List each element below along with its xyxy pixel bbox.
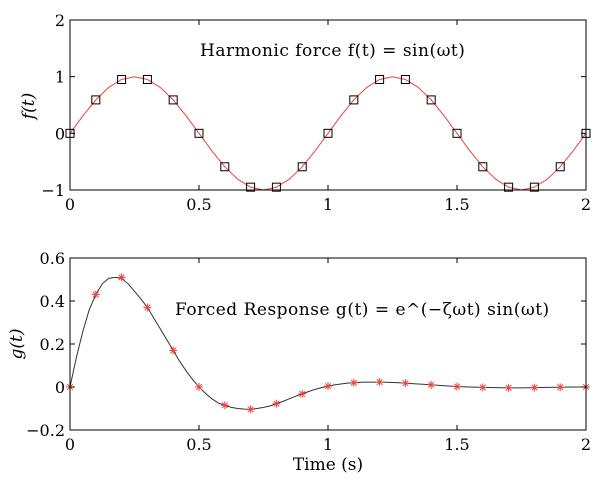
asterisk-marker: [246, 405, 255, 414]
y-tick-label: −1: [41, 181, 65, 200]
y-tick-label: 0: [55, 378, 65, 397]
square-marker: [117, 75, 127, 84]
annotation-text: Harmonic force f(t) = sin(ωt): [200, 41, 465, 61]
asterisk-marker: [556, 383, 565, 392]
asterisk-marker: [427, 380, 436, 389]
square-marker: [555, 162, 565, 172]
asterisk-marker: [324, 382, 332, 391]
x-tick-label: 0: [65, 435, 75, 454]
asterisk-marker: [349, 378, 358, 387]
square-marker: [271, 182, 281, 192]
asterisk-marker: [91, 290, 100, 299]
chart-annotation: Harmonic force f(t) = sin(ωt): [200, 41, 465, 61]
square-marker: [297, 162, 307, 172]
x-tick-label: 1: [323, 195, 333, 214]
asterisk-marker: [530, 383, 539, 392]
forced-response-ticks: 0 0.5 1 1.5 2−0.200.20.40.6: [26, 249, 591, 454]
asterisk-marker: [504, 383, 513, 392]
x-tick-label: 0: [65, 195, 75, 214]
square-marker: [400, 75, 410, 84]
series-line: [69, 276, 586, 410]
x-tick-label: 2: [581, 435, 591, 454]
y-tick-label: −0.2: [26, 421, 65, 440]
y-tick-label: 0.6: [40, 249, 65, 268]
square-marker: [220, 162, 230, 172]
harmonic-force-series: [65, 75, 591, 192]
asterisk-marker: [453, 382, 461, 391]
asterisk-marker: [117, 273, 126, 282]
x-tick-label: 0.5: [186, 435, 211, 454]
y-tick-label: 0: [55, 124, 65, 143]
asterisk-marker: [401, 379, 410, 388]
chart-annotation: Forced Response g(t) = e^(−ζωt) sin(ωt): [175, 300, 550, 320]
square-marker: [91, 95, 101, 105]
square-marker: [375, 75, 385, 84]
y-tick-label: 0.4: [40, 292, 65, 311]
square-marker: [349, 95, 359, 105]
square-marker: [194, 128, 204, 138]
asterisk-marker: [478, 383, 487, 392]
square-marker: [323, 128, 333, 138]
y-tick-label: 1: [55, 68, 65, 87]
asterisk-marker: [375, 378, 384, 387]
y-axis-label: g(t): [7, 329, 27, 360]
plot-frame: [69, 257, 587, 431]
square-marker: [142, 75, 152, 84]
series-line: [69, 76, 587, 191]
square-marker: [504, 182, 514, 192]
y-tick-label: 0.2: [40, 335, 65, 354]
x-tick-label: 1.5: [444, 195, 469, 214]
x-tick-label: 1: [323, 435, 333, 454]
x-tick-label: 2: [581, 195, 591, 214]
asterisk-marker: [195, 383, 203, 391]
square-marker: [529, 182, 539, 192]
asterisk-marker: [272, 399, 281, 408]
square-marker: [168, 95, 178, 105]
asterisk-marker: [169, 346, 178, 355]
square-marker: [452, 128, 462, 138]
annotation-text: Forced Response g(t) = e^(−ζωt) sin(ωt): [175, 300, 550, 320]
square-marker: [478, 162, 488, 172]
x-tick-label: 0.5: [186, 195, 211, 214]
asterisk-marker: [220, 401, 229, 410]
forced-response-series: [66, 273, 590, 414]
x-tick-label: 1.5: [444, 435, 469, 454]
asterisk-marker: [143, 303, 152, 312]
forced-response-panel: 0 0.5 1 1.5 2−0.200.20.40.6 Forced Response …: [7, 249, 591, 475]
y-axis-label: f(t): [19, 93, 39, 121]
y-tick-label: 2: [55, 11, 65, 30]
asterisk-marker: [298, 389, 307, 398]
x-axis-label: Time (s): [293, 455, 363, 475]
square-marker: [246, 182, 256, 192]
square-marker: [426, 95, 436, 105]
